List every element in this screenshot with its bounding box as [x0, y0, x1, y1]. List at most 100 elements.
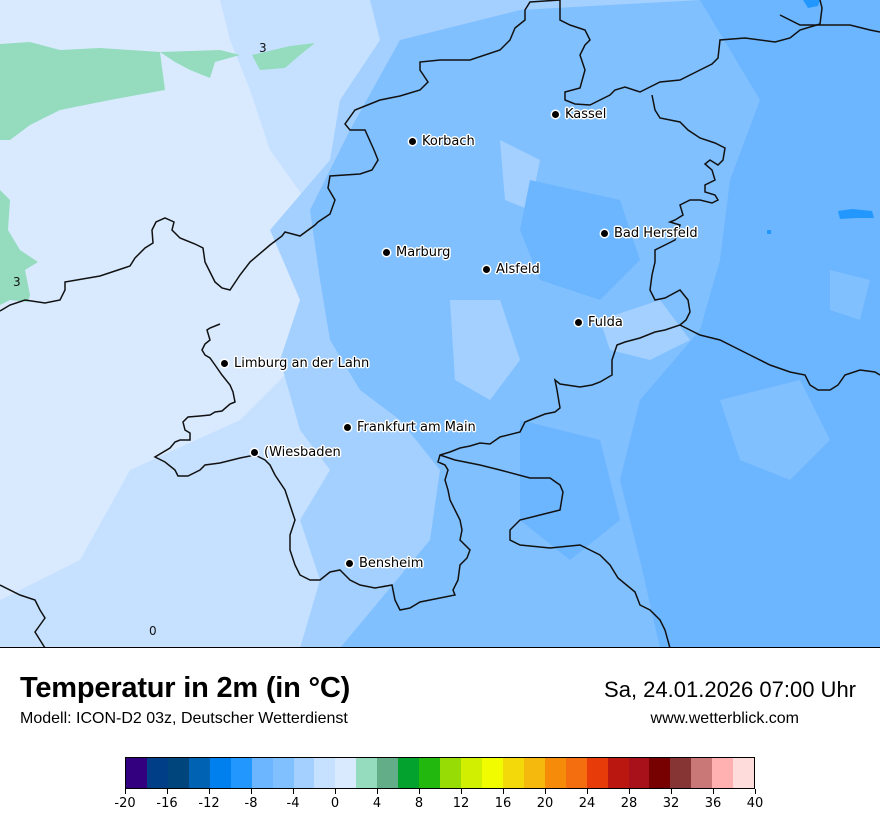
website-credit: www.wetterblick.com [650, 710, 799, 727]
colorbar-tick [250, 789, 252, 794]
colorbar-bin [691, 758, 713, 788]
model-subtitle: Modell: ICON-D2 03z, Deutscher Wetterdie… [20, 710, 348, 727]
chart-title: Temperatur in 2m (in °C) [20, 672, 351, 704]
colorbar-tick-label: 0 [330, 796, 340, 811]
contour-label: 0 [149, 624, 157, 638]
city-label: Limburg an der Lahn [234, 356, 370, 371]
colorbar-bin [502, 758, 524, 788]
city-label: Korbach [422, 134, 475, 149]
city-marker-bensheim: Bensheim [346, 556, 423, 571]
city-dot-icon [346, 560, 353, 567]
colorbar-tick [670, 789, 672, 794]
colorbar-bin [335, 758, 357, 788]
colorbar-tick [166, 789, 168, 794]
contour-label: 3 [13, 275, 21, 289]
colorbar-bin [461, 758, 482, 788]
city-dot-icon [552, 111, 559, 118]
colorbar-tick-label: 28 [620, 796, 638, 811]
colorbar-tick [208, 789, 210, 794]
colorbar-bin [544, 758, 566, 788]
city-label: Bensheim [359, 556, 424, 571]
colorbar-bin [607, 758, 629, 788]
colorbar-tick-label: -20 [114, 796, 136, 811]
colorbar-tick [586, 789, 588, 794]
colorbar-tick [124, 789, 126, 794]
city-dot-icon [483, 266, 490, 273]
colorbar-bin [712, 758, 734, 788]
colorbar-tick-label: 8 [414, 796, 424, 811]
colorbar-tick [376, 789, 378, 794]
valid-datetime: Sa, 24.01.2026 07:00 Uhr [604, 677, 856, 702]
colorbar-bin [398, 758, 420, 788]
colorbar-bin [188, 758, 210, 788]
colorbar-bin [670, 758, 692, 788]
city-marker-limburg: Limburg an der Lahn [221, 356, 369, 371]
colorbar-bin [649, 758, 671, 788]
colorbar-tick [418, 789, 420, 794]
city-dot-icon [221, 360, 228, 367]
colorbar-tick-label: -4 [286, 796, 300, 811]
colorbar-tick-label: 24 [578, 796, 596, 811]
colorbar-bin [293, 758, 315, 788]
city-marker-korbach: Korbach [409, 134, 475, 149]
colorbar-tick [628, 789, 630, 794]
colorbar-bin [314, 758, 336, 788]
colorbar-tick [502, 789, 504, 794]
city-label: Alsfeld [496, 262, 540, 277]
colorbar-bin [565, 758, 587, 788]
colorbar-bin [628, 758, 650, 788]
city-marker-kassel: Kassel [552, 107, 606, 122]
colorbar-bin [481, 758, 503, 788]
colorbar-tick [334, 789, 336, 794]
colorbar-bin [209, 758, 231, 788]
city-dot-icon [601, 230, 608, 237]
city-label: (Wiesbaden [264, 445, 341, 460]
city-label: Marburg [396, 245, 451, 260]
colorbar-tick-label: -8 [244, 796, 258, 811]
colorbar-tick-label: 32 [662, 796, 680, 811]
city-label: Frankfurt am Main [357, 420, 476, 435]
colorbar-tick [292, 789, 294, 794]
colorbar-tick-label: 16 [494, 796, 512, 811]
colorbar-tick [544, 789, 546, 794]
city-dot-icon [344, 424, 351, 431]
colorbar-tick [754, 789, 756, 794]
temperature-map: 3 3 0 Kassel Korbach Bad Hersfeld Marbur… [0, 0, 880, 648]
city-marker-frankfurt: Frankfurt am Main [344, 420, 476, 435]
city-marker-marburg: Marburg [383, 245, 450, 260]
colorbar-tick-label: -16 [156, 796, 178, 811]
city-marker-fulda: Fulda [575, 315, 623, 330]
colorbar-bin [230, 758, 252, 788]
colorbar-tick-label: 4 [372, 796, 382, 811]
colorbar-bin [356, 758, 378, 788]
colorbar-ticks: -20 -16 -12 -8 -4 0 4 8 12 16 20 24 28 32 36 40 [114, 789, 763, 819]
colorbar-bin [251, 758, 273, 788]
colorbar-bin [126, 758, 147, 788]
city-label: Bad Hersfeld [614, 226, 698, 241]
colorbar-bin [167, 758, 189, 788]
city-marker-wiesbaden: (Wiesbaden [251, 445, 341, 460]
colorbar-bin [523, 758, 545, 788]
city-dot-icon [383, 249, 390, 256]
city-label: Fulda [588, 315, 623, 330]
colorbar-tick-label: 40 [746, 796, 764, 811]
colorbar-tick-label: -12 [198, 796, 220, 811]
colorbar-bin [272, 758, 294, 788]
colorbar-tick [712, 789, 714, 794]
contour-label: 3 [259, 41, 267, 55]
colorbar-tick-label: 36 [704, 796, 722, 811]
colorbar-bin [733, 758, 755, 788]
city-dot-icon [575, 319, 582, 326]
colorbar-bin [377, 758, 399, 788]
colorbar-bin [586, 758, 608, 788]
colorbar-bin [440, 758, 461, 788]
colorbar-legend [125, 757, 755, 789]
city-dot-icon [251, 449, 258, 456]
colorbar-bin [146, 758, 168, 788]
city-label: Kassel [565, 107, 607, 122]
colorbar-tick-label: 12 [452, 796, 470, 811]
colorbar-tick [460, 789, 462, 794]
city-marker-bad-hersfeld: Bad Hersfeld [601, 226, 698, 241]
colorbar-bin [419, 758, 441, 788]
map-canvas [0, 0, 880, 647]
